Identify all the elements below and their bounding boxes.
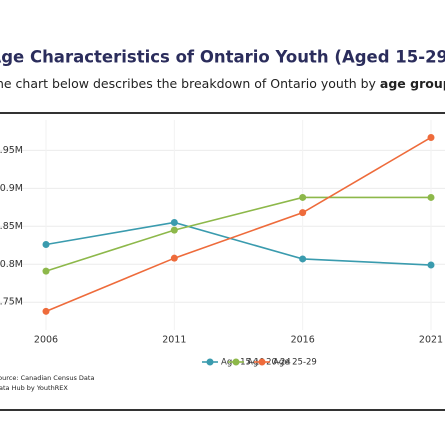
data-point bbox=[42, 267, 50, 275]
chart-title: Age Characteristics of Ontario Youth (Ag… bbox=[0, 48, 445, 67]
data-point bbox=[427, 261, 435, 269]
data-point bbox=[170, 254, 178, 262]
y-tick-label: 0.8M bbox=[0, 259, 23, 270]
subtitle-text: The chart below describes the breakdown … bbox=[0, 76, 380, 91]
series-line bbox=[45, 221, 432, 266]
series-line bbox=[45, 196, 431, 272]
data-point bbox=[170, 219, 178, 226]
data-point bbox=[42, 241, 50, 249]
legend-marker bbox=[206, 358, 214, 366]
x-tick-label: 2011 bbox=[162, 335, 186, 346]
source-text: Data Hub by YouthREX bbox=[0, 384, 68, 392]
y-tick-label: 0.9M bbox=[0, 183, 23, 194]
x-tick-label: 2006 bbox=[34, 335, 58, 346]
data-point bbox=[170, 226, 178, 234]
x-tick-label: 2021 bbox=[419, 335, 443, 346]
legend-marker bbox=[258, 358, 266, 366]
chart-subtitle: The chart below describes the breakdown … bbox=[0, 76, 445, 91]
legend-label: Age 25-29 bbox=[273, 358, 317, 368]
y-tick-label: 0.85M bbox=[0, 221, 23, 232]
y-tick-label: 0.95M bbox=[0, 145, 23, 156]
data-point bbox=[427, 133, 435, 141]
data-point bbox=[427, 193, 435, 201]
data-point bbox=[299, 209, 307, 217]
x-tick-label: 2016 bbox=[291, 335, 315, 346]
source-text: Source: Canadian Census Data bbox=[0, 374, 94, 382]
legend-marker bbox=[232, 358, 240, 366]
data-point bbox=[299, 255, 307, 263]
y-tick-label: 0.75M bbox=[0, 297, 23, 308]
subtitle-bold: age group bbox=[380, 76, 445, 91]
data-point bbox=[299, 193, 307, 201]
data-point bbox=[42, 307, 50, 315]
series-line bbox=[45, 136, 432, 313]
